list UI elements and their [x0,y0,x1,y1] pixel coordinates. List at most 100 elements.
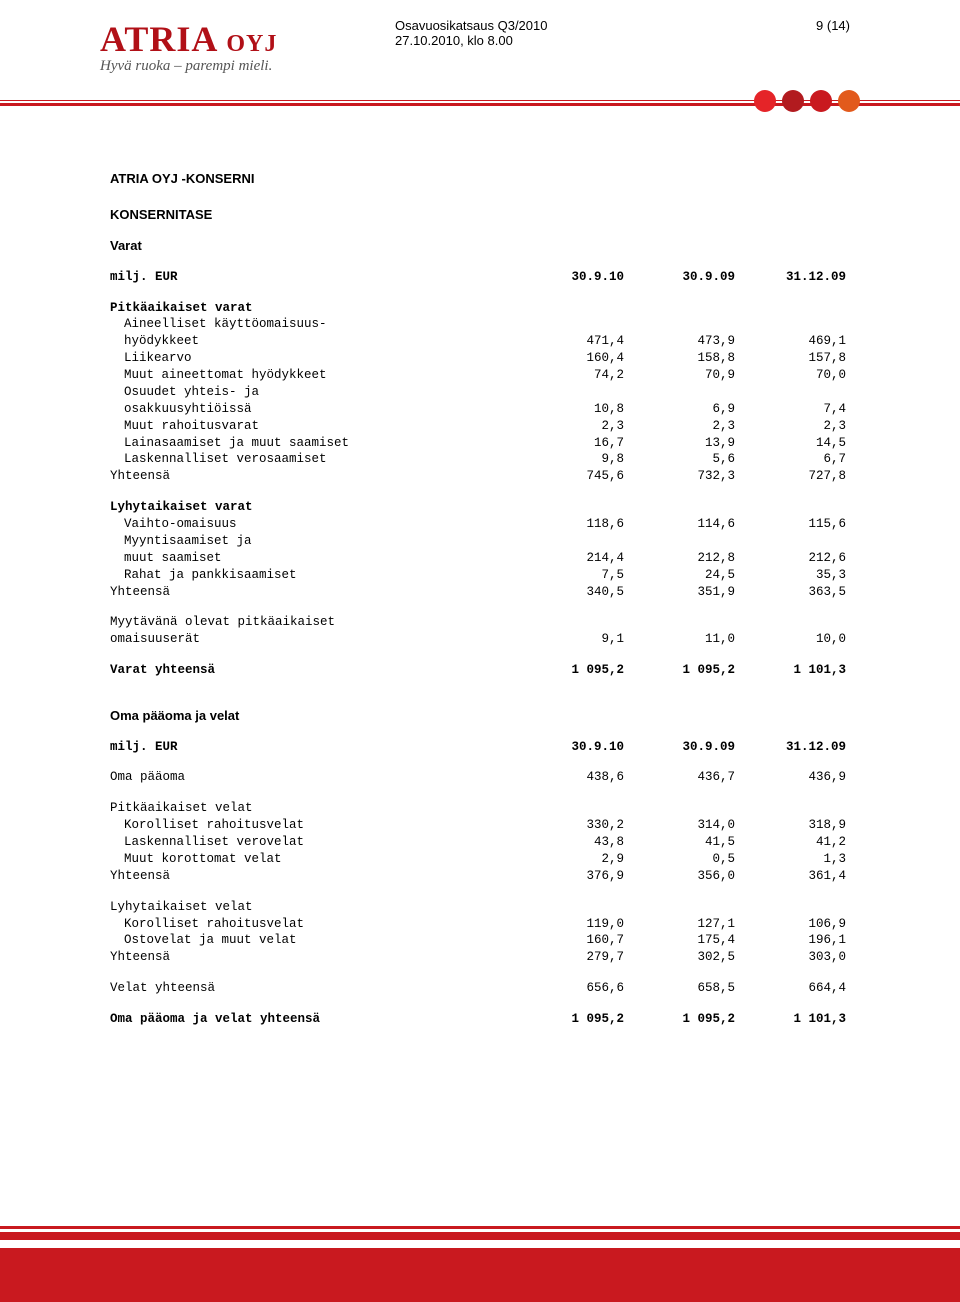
row-label: Myyntisaamiset ja [110,533,517,550]
liab-total-row: Velat yhteensä 656,6 658,5 664,4 [110,980,850,997]
assets-total-row: Varat yhteensä 1 095,2 1 095,2 1 101,3 [110,662,850,679]
row-label: Velat yhteensä [110,980,517,997]
cell: 1 101,3 [739,1011,850,1028]
table-row: Yhteensä 745,6 732,3 727,8 [110,468,850,485]
cell: 70,9 [628,367,739,384]
cell: 1 095,2 [517,662,628,679]
cell: 2,3 [739,418,850,435]
row-label: Yhteensä [110,584,517,601]
liab2-rows: Korolliset rahoitusvelat119,0127,1106,9O… [110,916,850,950]
cell: 303,0 [739,949,850,966]
cell: 157,8 [739,350,850,367]
row-label: Oma pääoma [110,769,517,786]
row-label: Myytävänä olevat pitkäaikaiset [110,614,850,631]
table-row: Osuudet yhteis- ja [110,384,850,401]
cell: 1,3 [739,851,850,868]
row-label: Laskennalliset verovelat [110,834,517,851]
cell: 727,8 [739,468,850,485]
table-row: omaisuuserät 9,1 11,0 10,0 [110,631,850,648]
table-row: Muut korottomat velat2,90,51,3 [110,851,850,868]
col1: 30.9.10 [517,269,628,286]
cell: 10,0 [739,631,850,648]
cell: 119,0 [517,916,628,933]
cell: 43,8 [517,834,628,851]
table-row: Lainasaamiset ja muut saamiset16,713,914… [110,435,850,452]
cell: 114,6 [628,516,739,533]
row-label: Korolliset rahoitusvelat [110,916,517,933]
row-label: Oma pääoma ja velat yhteensä [110,1011,517,1028]
cell: 656,6 [517,980,628,997]
doc-title-block: Osavuosikatsaus Q3/2010 27.10.2010, klo … [395,18,547,48]
cell: 2,9 [517,851,628,868]
dot-icon [838,90,860,112]
cell: 7,5 [517,567,628,584]
cell [517,533,628,550]
table-row: Vaihto-omaisuus118,6114,6115,6 [110,516,850,533]
cell: 2,3 [517,418,628,435]
table-row: Laskennalliset verosaamiset9,85,66,7 [110,451,850,468]
row-label: hyödykkeet [110,333,517,350]
row-label: Osuudet yhteis- ja [110,384,517,401]
cell: 363,5 [739,584,850,601]
cell: 214,4 [517,550,628,567]
cell: 41,5 [628,834,739,851]
cell: 471,4 [517,333,628,350]
group-title: Lyhytaikaiset varat [110,499,850,516]
group-title: Pitkäaikaiset varat [110,300,850,317]
cell: 279,7 [517,949,628,966]
footer-rule-2 [0,1232,960,1240]
cell: 196,1 [739,932,850,949]
row-label: Yhteensä [110,468,517,485]
cell [628,316,739,333]
col2: 30.9.09 [628,269,739,286]
cell: 74,2 [517,367,628,384]
header-dots [754,90,860,112]
cell: 11,0 [628,631,739,648]
cell: 658,5 [628,980,739,997]
footer-rule-1 [0,1226,960,1229]
col-header-label: milj. EUR [110,739,517,756]
row-label: Liikearvo [110,350,517,367]
group-title: Lyhytaikaiset velat [110,899,850,916]
column-headers: milj. EUR 30.9.10 30.9.09 31.12.09 [110,739,850,756]
group-title: Pitkäaikaiset velat [110,800,850,817]
table-row: Rahat ja pankkisaamiset7,524,535,3 [110,567,850,584]
table-row: Laskennalliset verovelat43,841,541,2 [110,834,850,851]
logo-block: ATRIA OYJ Hyvä ruoka – parempi mieli. [100,18,277,75]
cell: 469,1 [739,333,850,350]
cell: 118,6 [517,516,628,533]
row-label: Laskennalliset verosaamiset [110,451,517,468]
doc-title-line2: 27.10.2010, klo 8.00 [395,33,547,48]
table-row: Myyntisaamiset ja [110,533,850,550]
cell: 127,1 [628,916,739,933]
table-row: hyödykkeet471,4473,9469,1 [110,333,850,350]
cell: 356,0 [628,868,739,885]
footer-bar [0,1248,960,1302]
cell: 732,3 [628,468,739,485]
tagline: Hyvä ruoka – parempi mieli. [100,58,277,75]
cell: 376,9 [517,868,628,885]
cell: 115,6 [739,516,850,533]
table-row: Aineelliset käyttöomaisuus- [110,316,850,333]
logo-suffix: OYJ [226,31,277,57]
cell [517,384,628,401]
dot-icon [810,90,832,112]
cell: 16,7 [517,435,628,452]
col3: 31.12.09 [739,269,850,286]
cell: 1 095,2 [628,662,739,679]
main-heading: ATRIA OYJ -KONSERNI [110,170,850,188]
row-label: Muut rahoitusvarat [110,418,517,435]
cell: 70,0 [739,367,850,384]
cell: 318,9 [739,817,850,834]
row-label: Muut aineettomat hyödykkeet [110,367,517,384]
cell: 314,0 [628,817,739,834]
cell: 5,6 [628,451,739,468]
row-label: Vaihto-omaisuus [110,516,517,533]
cell [628,384,739,401]
table-row: Korolliset rahoitusvelat330,2314,0318,9 [110,817,850,834]
cell: 340,5 [517,584,628,601]
group1-rows: Aineelliset käyttöomaisuus-hyödykkeet471… [110,316,850,468]
row-label: Rahat ja pankkisaamiset [110,567,517,584]
cell: 10,8 [517,401,628,418]
cell: 436,7 [628,769,739,786]
